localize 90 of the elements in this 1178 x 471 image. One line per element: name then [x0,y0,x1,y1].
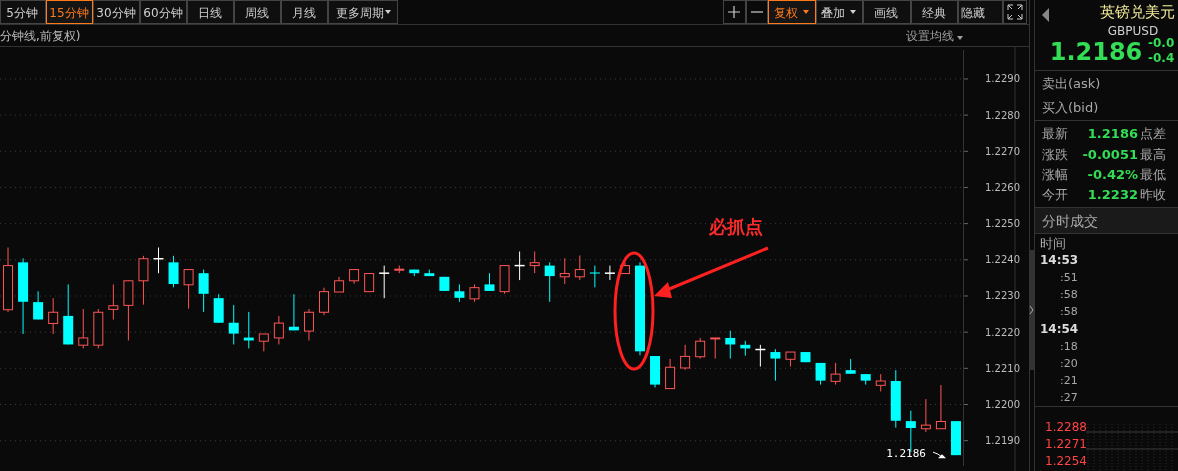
text: -0.4 [1148,51,1175,65]
candlestick [168,255,179,288]
button: 月线 [281,0,328,24]
text: :18 [1060,340,1078,353]
y-tick-label: 1.2220 [985,326,1020,338]
text: 分时成交 [1042,213,1098,229]
candlestick [770,348,781,382]
button: 15分钟 [46,0,93,24]
candlestick [544,261,555,303]
text: 最新 [1042,126,1068,141]
text: -0.42% [1087,167,1138,182]
text: 1.2232 [1087,187,1138,202]
candlestick [680,344,691,371]
candlestick [48,297,59,335]
y-tick-label: 1.2200 [985,399,1020,410]
candlestick [33,290,44,320]
candlestick [529,250,540,274]
button: 画线 [863,0,911,24]
candlestick [108,283,119,320]
y-tick-label: 1.2240 [985,254,1020,266]
text: :58 [1060,288,1078,301]
candlestick [138,255,149,306]
candlestick [273,315,284,345]
text: :27 [1060,391,1078,404]
y-tick-label: 1.2210 [985,362,1020,374]
button: 更多周期 [328,0,398,24]
candlestick [574,254,585,281]
y-tick-label: 1.2260 [985,181,1020,193]
candlestick [710,337,721,360]
text: 14:53 [1040,253,1079,267]
text: :58 [1060,305,1078,318]
candlestick [303,308,314,341]
button: 5分钟 [0,0,46,24]
text: 1.2288 [1045,420,1087,434]
button: 日线 [187,0,234,24]
candlestick [559,257,570,285]
candlestick [319,287,330,316]
text: 最低 [1140,167,1166,182]
text: 点差 [1140,126,1166,141]
text: 今开 [1042,187,1068,202]
text: -0.0 [1148,36,1175,50]
y-tick-label: 1.2230 [985,290,1020,302]
text: 昨收 [1140,187,1166,202]
y-tick-label: 1.2190 [985,435,1020,447]
y-tick-label: 1.2270 [985,145,1020,157]
candlestick [78,308,89,349]
annotation: 1.2186 [886,447,926,461]
text: 1.2186 [1049,38,1143,66]
button: 叠加 [816,0,863,24]
candlestick [228,304,239,345]
text: 买入(bid) [1042,100,1099,115]
candlestick [695,337,706,360]
candlestick [935,384,946,430]
candlestick [725,330,736,360]
text: 涨幅 [1042,167,1068,182]
text: :21 [1060,374,1078,387]
candlestick [604,265,616,281]
text: 设置均线 [906,29,954,43]
text: 最高 [1140,147,1166,162]
text: 1.2186 [1087,126,1138,141]
candlestick [364,273,375,293]
text: 涨跌 [1042,147,1068,162]
text: 英镑兑美元 [1100,3,1175,21]
candlestick [198,269,209,313]
text: 1.2254 [1045,454,1087,468]
candlestick [920,398,931,433]
button: 60分钟 [140,0,187,24]
y-tick-label: 1.2250 [985,218,1020,230]
candlestick [830,362,841,386]
button: 复权 [768,0,816,24]
text: :20 [1060,357,1078,370]
text: GBPUSD [1107,24,1159,38]
candlestick [665,358,676,390]
text: 时间 [1040,236,1066,251]
button: 经典 [911,0,958,24]
text: :51 [1060,271,1078,284]
y-tick-label: 1.2290 [985,73,1020,85]
button: 30分钟 [93,0,140,24]
text: 1.2271 [1045,437,1087,451]
text: 14:54 [1040,322,1079,336]
text: 卖出(ask) [1042,76,1101,91]
y-tick-label: 1.2280 [985,109,1020,121]
chart-title: 分钟线,前复权) [0,29,81,43]
button: 周线 [234,0,281,24]
button: 隐藏 [958,0,1003,24]
candlestick [589,265,600,288]
annotation: 必抓点 [708,216,763,237]
text: -0.0051 [1082,147,1138,162]
candlestick [183,269,194,310]
candlestick [378,265,390,299]
